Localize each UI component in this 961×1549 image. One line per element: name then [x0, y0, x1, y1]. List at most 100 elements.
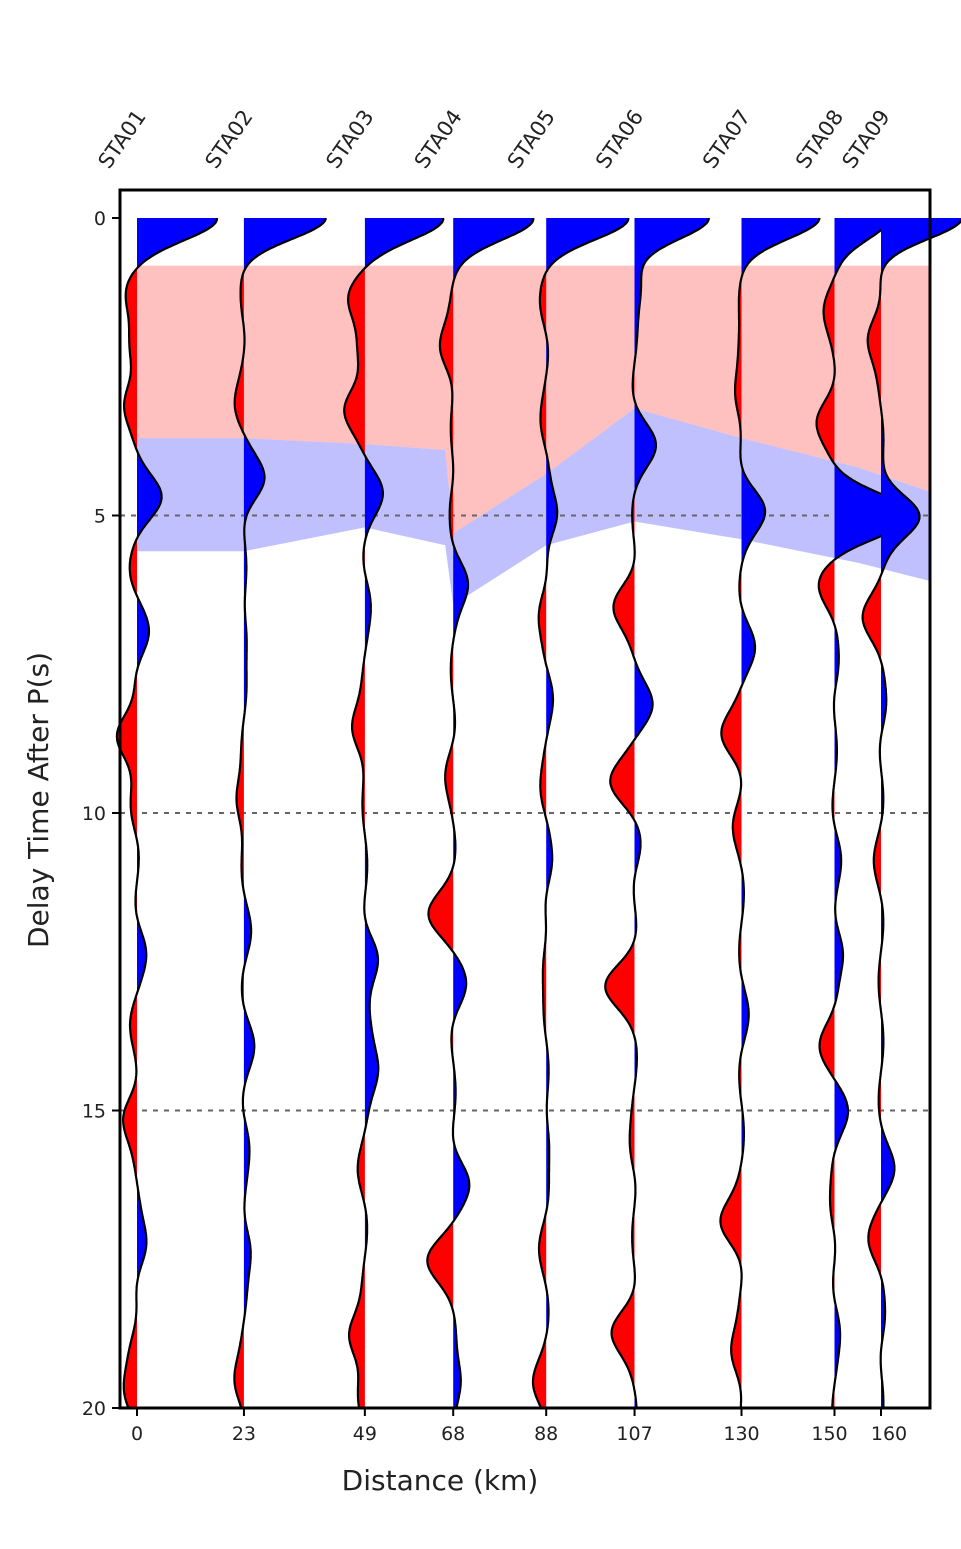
- station-label: STA05: [503, 105, 560, 173]
- positive-lobe: [243, 896, 252, 965]
- x-tick-label: 0: [131, 1423, 143, 1445]
- negative-lobe: [123, 1315, 137, 1408]
- shaded-zone-red: [137, 265, 930, 534]
- trace-STA02: [233, 217, 327, 1409]
- x-tick-label: 88: [534, 1423, 558, 1445]
- negative-lobe: [538, 582, 547, 661]
- station-label: STA03: [321, 105, 378, 173]
- x-tick-label: 160: [871, 1423, 907, 1445]
- negative-lobe: [234, 1325, 244, 1408]
- station-labels: STA01 STA02 STA03 STA04 STA05 STA06 STA07 STA08…: [93, 105, 894, 173]
- station-label: STA08: [791, 105, 848, 173]
- positive-lobe: [364, 921, 379, 1126]
- negative-lobe: [610, 741, 635, 819]
- x-axis-title: Distance (km): [342, 1464, 539, 1497]
- station-label: STA04: [410, 105, 467, 173]
- negative-lobe: [862, 577, 881, 659]
- trace-line: [233, 217, 327, 1409]
- negative-lobe: [428, 868, 454, 950]
- x-tick-label: 130: [723, 1423, 759, 1445]
- trace-STA05: [531, 217, 630, 1409]
- negative-lobe: [868, 1204, 881, 1274]
- negative-lobe: [873, 827, 881, 894]
- negative-lobe: [611, 1289, 635, 1386]
- y-axis-title: Delay Time After P(s): [22, 652, 55, 948]
- trace-STA06: [604, 217, 710, 1409]
- trace-line: [426, 218, 535, 1409]
- positive-lobe: [243, 218, 326, 270]
- negative-lobe: [236, 724, 244, 887]
- x-tick-label: 150: [811, 1423, 847, 1445]
- positive-lobe: [137, 598, 149, 667]
- positive-lobe: [546, 822, 553, 891]
- y-tick-label: 20: [82, 1398, 106, 1420]
- negative-lobe: [720, 1166, 742, 1266]
- negative-lobe: [427, 1223, 454, 1308]
- y-tick-label: 5: [94, 506, 106, 528]
- x-tick-label: 49: [353, 1423, 377, 1445]
- station-label: STA06: [591, 105, 648, 173]
- trace-line: [861, 217, 961, 1409]
- trace-line: [343, 218, 445, 1409]
- station-label: STA09: [837, 105, 894, 173]
- positive-lobe: [881, 218, 961, 273]
- negative-lobe: [533, 1340, 547, 1408]
- positive-lobe: [634, 403, 656, 490]
- shaded-zone-blue: [137, 408, 930, 605]
- negative-lobe: [721, 689, 742, 778]
- station-label: STA01: [93, 105, 150, 173]
- positive-lobe: [741, 218, 820, 274]
- trace-line: [115, 218, 219, 1409]
- negative-lobe: [357, 1135, 365, 1203]
- y-tick-label: 15: [82, 1101, 106, 1123]
- negative-lobe: [605, 942, 635, 1035]
- negative-lobe: [613, 563, 635, 656]
- x-axis-ticks: 0 23 49 68 88 107 130 150 160: [131, 1408, 907, 1445]
- positive-lobe: [546, 218, 629, 271]
- negative-lobe: [349, 1264, 365, 1408]
- positive-lobe: [453, 1316, 461, 1408]
- positive-lobe: [137, 921, 147, 991]
- positive-lobe: [834, 913, 843, 1003]
- negative-lobe: [344, 269, 365, 454]
- trace-STA03: [343, 218, 445, 1409]
- negative-lobe: [816, 381, 835, 462]
- positive-lobe: [834, 218, 889, 274]
- positive-lobe: [741, 469, 766, 562]
- y-axis-ticks: 0 5 10 15 20: [82, 208, 120, 1420]
- negative-lobe: [818, 560, 835, 623]
- positive-lobe: [546, 457, 558, 567]
- trace-line: [604, 217, 710, 1409]
- trace-STA01: [115, 218, 219, 1409]
- negative-lobe: [352, 660, 365, 828]
- trace-STA08: [815, 218, 914, 1409]
- positive-lobe: [453, 218, 534, 279]
- trace-STA04: [426, 218, 535, 1409]
- station-label: STA02: [200, 105, 257, 173]
- trace-STA09: [861, 217, 961, 1409]
- negative-lobe: [539, 1216, 547, 1284]
- grid-lines: [120, 514, 930, 1112]
- negative-lobe: [732, 790, 742, 865]
- y-tick-label: 0: [94, 208, 106, 230]
- trace-line: [531, 217, 630, 1409]
- positive-lobe: [834, 465, 913, 559]
- shaded-zones: [137, 265, 930, 605]
- x-tick-label: 23: [232, 1423, 256, 1445]
- station-label: STA07: [698, 105, 755, 173]
- trace-STA07: [719, 217, 821, 1409]
- positive-lobe: [243, 1010, 255, 1085]
- traces: [115, 217, 961, 1409]
- negative-lobe: [123, 1076, 137, 1178]
- plot-frame: [118, 188, 932, 1410]
- trace-line: [815, 218, 914, 1409]
- positive-lobe: [741, 980, 749, 1048]
- negative-lobe: [731, 1290, 742, 1392]
- negative-lobe: [867, 293, 881, 403]
- positive-lobe: [137, 453, 162, 536]
- trace-line: [719, 217, 821, 1409]
- positive-lobe: [243, 435, 265, 524]
- x-tick-label: 107: [616, 1423, 652, 1445]
- y-tick-label: 10: [82, 803, 106, 825]
